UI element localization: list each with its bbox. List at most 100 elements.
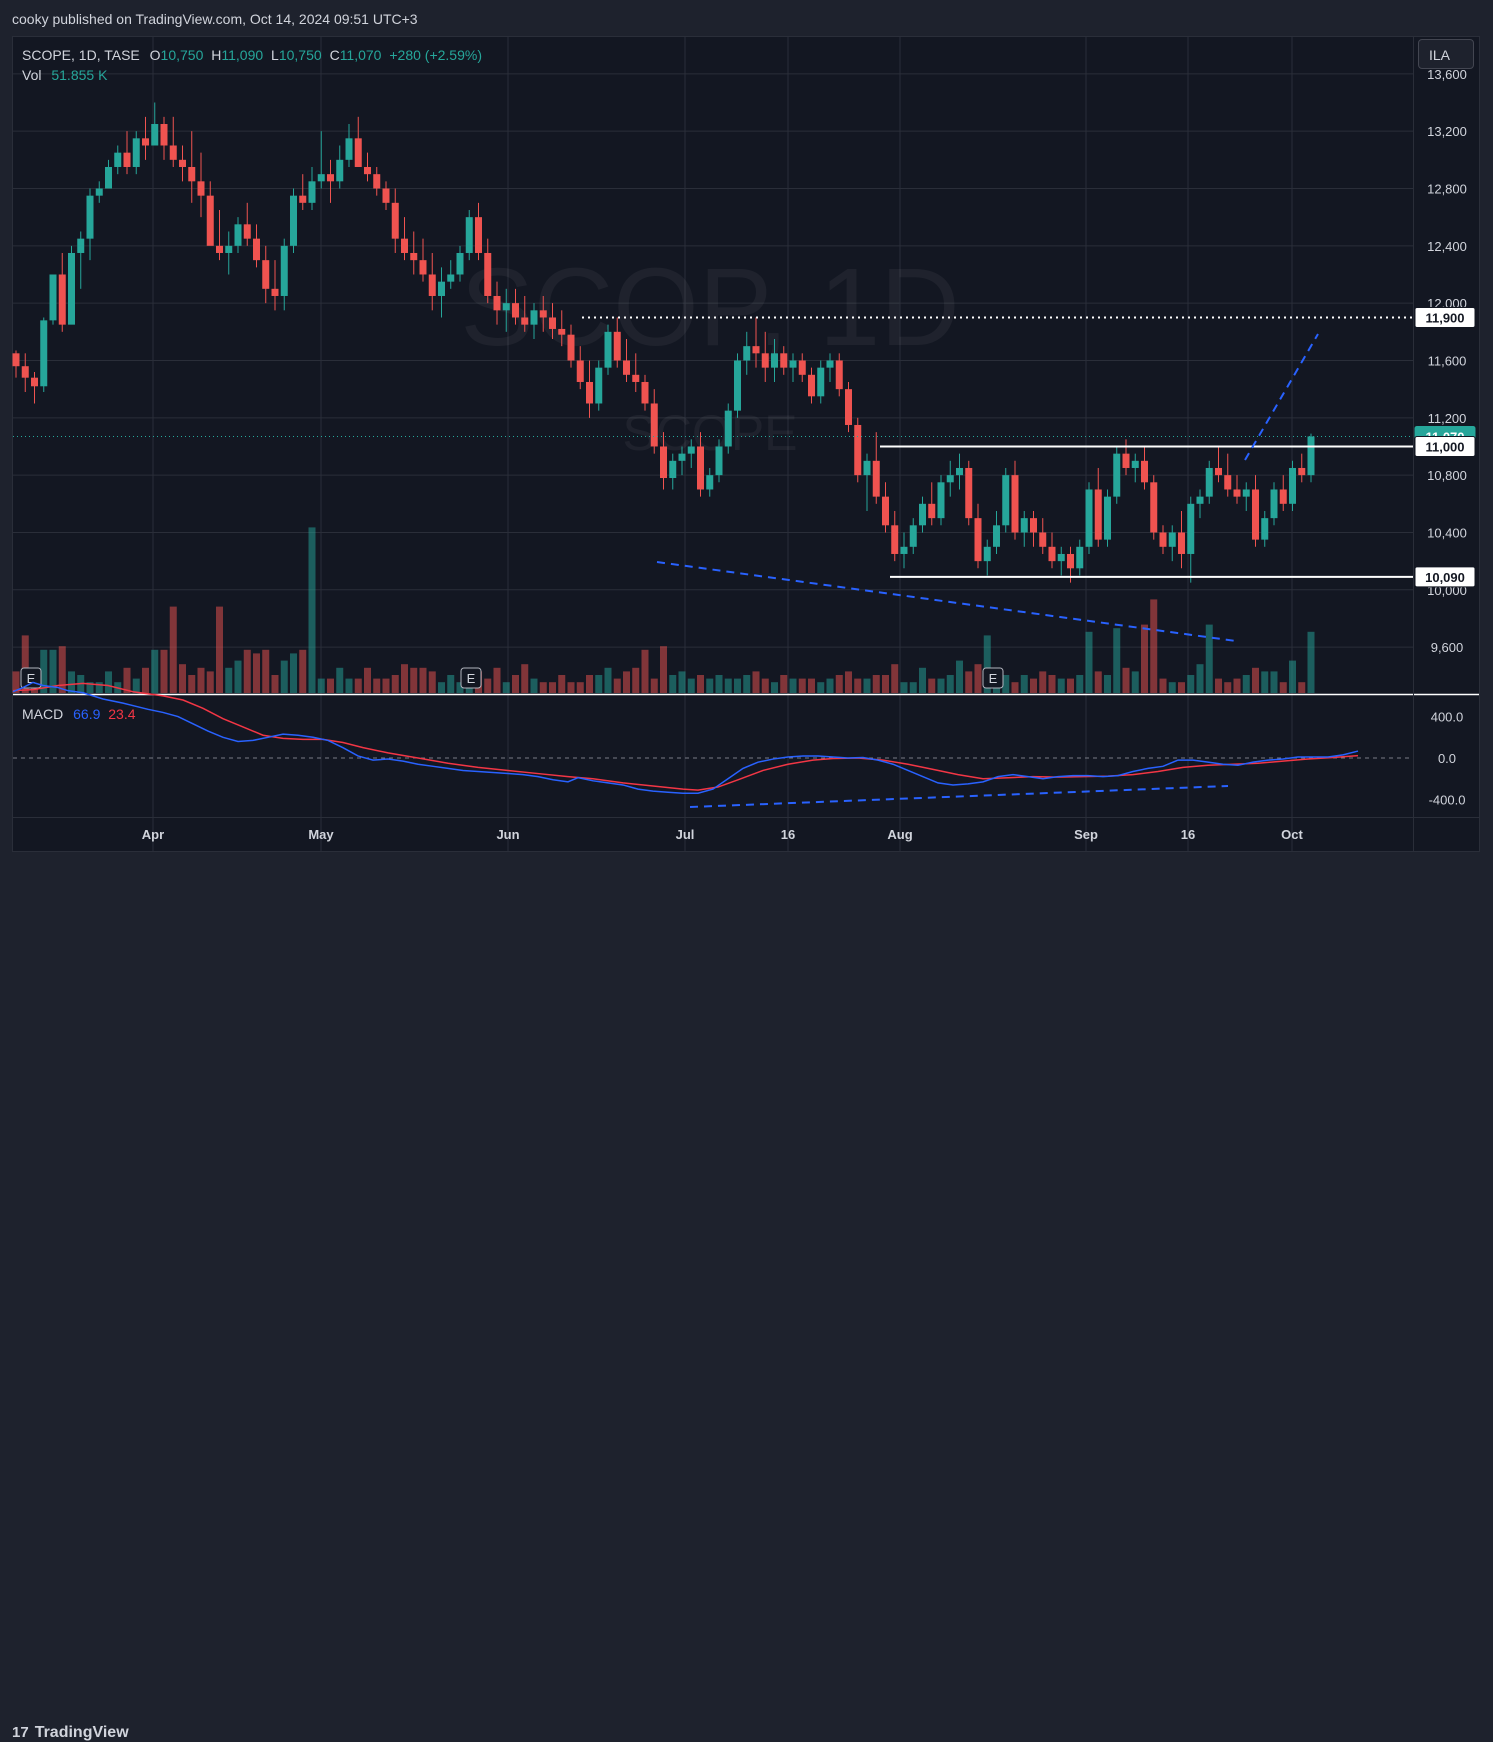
volume-bar <box>1141 624 1148 693</box>
candle-body <box>1279 489 1287 504</box>
candle-body <box>1104 496 1111 540</box>
candle-body <box>373 174 381 189</box>
earnings-marker-label: E <box>989 671 998 686</box>
candle-body <box>632 374 640 382</box>
volume-bar <box>1076 675 1084 693</box>
candle-body <box>317 174 325 182</box>
earnings-marker-label: E <box>467 671 476 686</box>
chart-area[interactable]: SCOP, 1D SCOPE E E E 13,600 13,200 12,800 12,4… <box>0 0 1493 858</box>
candle-body <box>974 518 982 562</box>
candle-body <box>752 346 760 354</box>
earnings-marker <box>982 667 1004 689</box>
volume-bar <box>1215 678 1222 693</box>
volume-bar <box>1122 667 1130 693</box>
legend-symbol[interactable]: SCOPE, 1D, TASE <box>22 47 140 63</box>
watermark-text: SCOP, 1D <box>460 246 959 369</box>
volume-bar <box>697 675 704 693</box>
volume-bar <box>1039 671 1047 693</box>
candle-body <box>678 453 686 461</box>
volume-bar <box>863 678 871 693</box>
volume-bar <box>58 646 66 693</box>
volume-bar <box>271 675 279 693</box>
volume-bar <box>1150 599 1158 693</box>
price-tick-label: 11,200 <box>1428 411 1467 426</box>
volume-bar <box>660 646 667 693</box>
candle-body <box>586 381 593 404</box>
volume-bar <box>558 675 566 693</box>
candle-body <box>660 446 667 479</box>
candle-body <box>512 303 519 318</box>
candle-body <box>1131 460 1139 468</box>
volume-bar <box>808 678 815 693</box>
candle-body <box>835 360 843 390</box>
candle-body <box>447 274 455 282</box>
candle-body <box>345 138 353 160</box>
volume-bar <box>595 675 603 693</box>
legend-low-label: L <box>271 47 279 63</box>
volume-value: 51.855 K <box>51 67 108 83</box>
candle-body <box>521 317 529 325</box>
earnings-marker <box>460 667 482 689</box>
candle-body <box>928 503 936 519</box>
volume-bar <box>539 682 547 693</box>
signal-value: 23.4 <box>108 706 136 722</box>
candle-body <box>308 181 316 203</box>
volume-bar <box>586 675 593 693</box>
volume-bar <box>1067 678 1074 693</box>
volume-bar <box>743 675 751 693</box>
volume-bar <box>49 649 57 693</box>
candle-body <box>576 360 584 382</box>
volume-bar <box>1131 671 1139 693</box>
brand-name: TradingView <box>34 1724 129 1741</box>
volume-bar <box>1196 664 1204 693</box>
currency-button[interactable]: ILA <box>1418 39 1474 69</box>
level-label-bg <box>1414 306 1476 328</box>
candle-body <box>891 525 899 554</box>
volume-bar <box>364 667 371 693</box>
candle-body <box>438 281 445 296</box>
volume-bar <box>1187 675 1195 693</box>
candle-body <box>845 389 852 425</box>
candle-body <box>1020 518 1028 533</box>
candle-body <box>456 252 464 275</box>
volume-bar <box>299 649 307 693</box>
volume-bar <box>845 671 852 693</box>
candle-body <box>68 252 75 325</box>
volume-bar <box>928 678 936 693</box>
volume-bar <box>1011 682 1019 693</box>
time-tick-label: Jun <box>496 827 519 842</box>
candle-body <box>234 224 242 246</box>
candle-body <box>808 374 815 397</box>
candle-body <box>327 174 334 182</box>
tradingview-logo[interactable]: 17 TradingView <box>12 1724 129 1742</box>
volume-bar <box>105 671 112 693</box>
volume-bar <box>1289 660 1296 693</box>
volume-bar <box>1094 671 1102 693</box>
macd-legend: MACD 66.9 23.4 <box>22 706 136 722</box>
macd-label[interactable]: MACD <box>22 706 64 722</box>
volume-bar <box>12 671 20 693</box>
volume-bar <box>40 649 48 693</box>
candle-body <box>410 252 418 261</box>
candle-body <box>132 138 140 167</box>
volume-bar <box>946 675 954 693</box>
candle-body <box>1150 482 1158 533</box>
volume-bar <box>1252 667 1259 693</box>
candle-body <box>965 467 973 519</box>
volume-bar <box>1279 682 1287 693</box>
candle-body <box>1094 489 1102 540</box>
price-tick-label: 10,400 <box>1427 525 1467 540</box>
volume-label[interactable]: Vol <box>22 67 42 83</box>
candle-body <box>1307 436 1315 476</box>
volume-bar <box>956 660 963 693</box>
volume-bar <box>410 667 418 693</box>
volume-bar <box>206 671 214 693</box>
volume-bar <box>604 667 612 693</box>
candle-body <box>1085 489 1093 547</box>
volume-bar <box>354 678 362 693</box>
volume-bar <box>327 678 334 693</box>
legend-change: +280 (+2.59%) <box>389 47 482 63</box>
volume-bar <box>1159 678 1167 693</box>
candle-body <box>595 367 603 404</box>
macd-tick-label: 400.0 <box>1431 710 1464 725</box>
